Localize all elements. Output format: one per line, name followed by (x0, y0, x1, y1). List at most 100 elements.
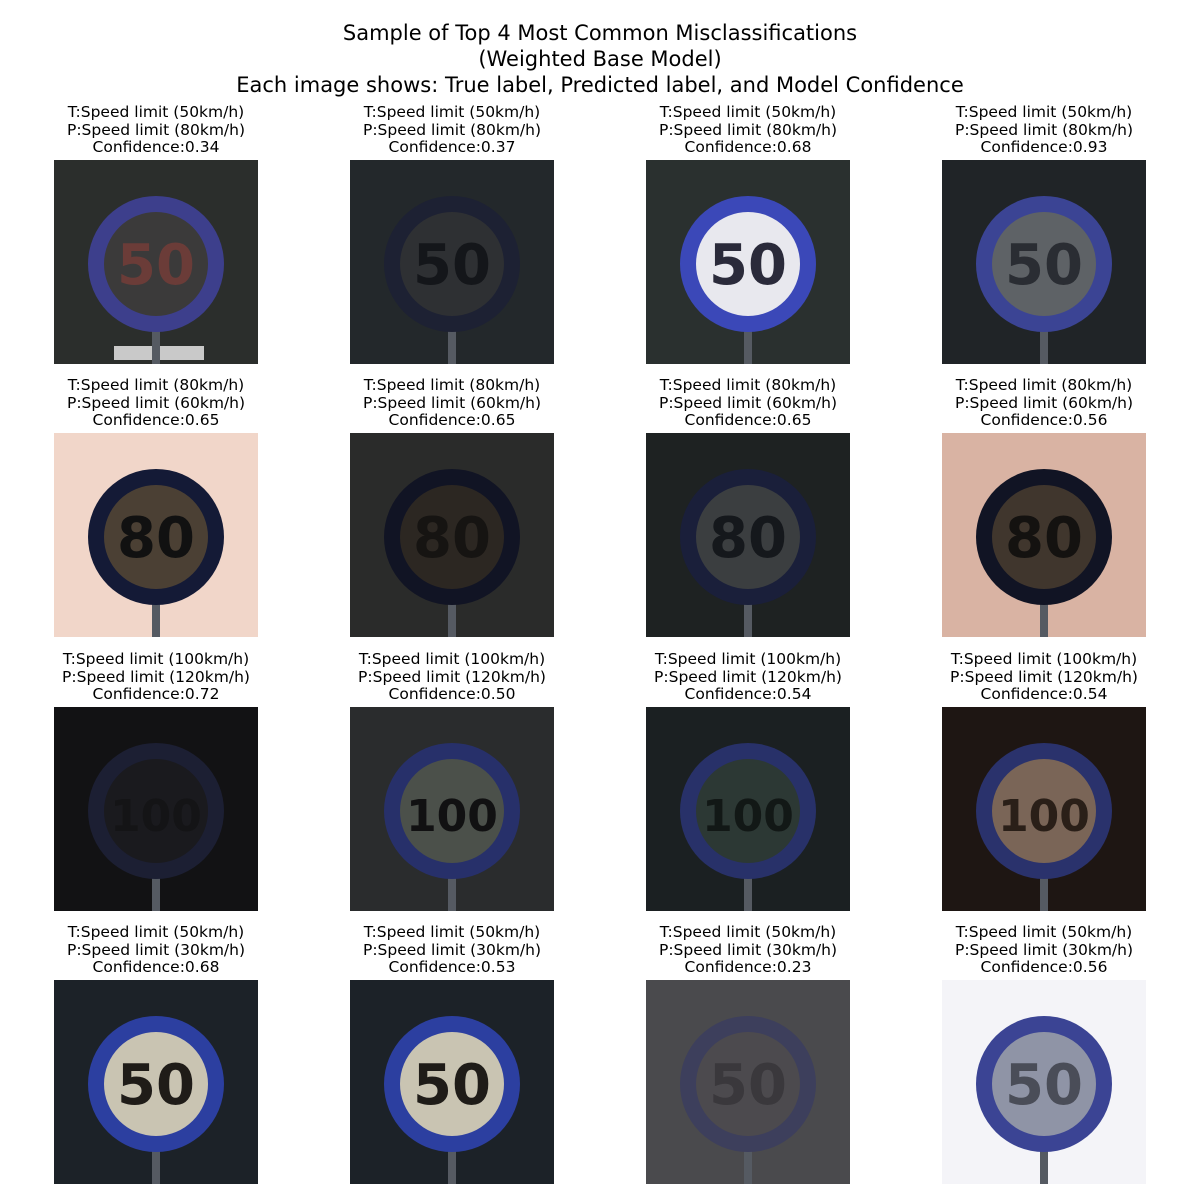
sample-cell: T:Speed limit (50km/h) P:Speed limit (80k… (600, 103, 896, 364)
sign-digits: 80 (413, 506, 491, 571)
confidence-text: Confidence:0.56 (980, 958, 1108, 976)
sign-digits: 100 (406, 791, 498, 842)
pred-label-text: P:Speed limit (30km/h) (658, 940, 838, 959)
sign-digits: 50 (709, 1053, 787, 1118)
sign-face (696, 485, 800, 589)
pred-label-text: P:Speed limit (60km/h) (66, 393, 246, 412)
sample-caption: T:Speed limit (80km/h) P:Speed limit (60k… (8, 376, 304, 433)
pred-label-text: P:Speed limit (30km/h) (954, 940, 1134, 959)
pred-label-text: P:Speed limit (80km/h) (658, 120, 838, 139)
sample-caption: T:Speed limit (50km/h) P:Speed limit (80k… (896, 103, 1192, 160)
traffic-sign-image: 80 (54, 433, 258, 637)
confidence-text: Confidence:0.54 (980, 685, 1108, 703)
pred-label-text: P:Speed limit (120km/h) (358, 667, 546, 686)
sign-face (400, 485, 504, 589)
sign-digits: 50 (413, 1053, 491, 1118)
sign-pole (152, 583, 160, 637)
pred-label-text: P:Speed limit (120km/h) (62, 667, 250, 686)
confidence-text: Confidence:0.54 (684, 685, 812, 703)
sample-caption: T:Speed limit (80km/h) P:Speed limit (60k… (600, 376, 896, 433)
sign-pole (152, 857, 160, 911)
sample-cell: T:Speed limit (50km/h) P:Speed limit (30k… (304, 923, 600, 1184)
sign-pole (448, 310, 456, 364)
sign-pole (1040, 857, 1048, 911)
sign-digits: 50 (117, 1053, 195, 1118)
sign-face (696, 212, 800, 316)
sample-cell: T:Speed limit (80km/h) P:Speed limit (60k… (896, 376, 1192, 637)
pred-label-text: P:Speed limit (30km/h) (66, 940, 246, 959)
pred-label-text: P:Speed limit (60km/h) (658, 393, 838, 412)
sign-pole (1040, 1130, 1048, 1184)
true-label-text: T:Speed limit (80km/h) (67, 376, 245, 394)
true-label-text: T:Speed limit (100km/h) (654, 650, 842, 668)
sample-caption: T:Speed limit (50km/h) P:Speed limit (30k… (600, 923, 896, 980)
confidence-text: Confidence:0.53 (388, 958, 516, 976)
true-label-text: T:Speed limit (50km/h) (659, 923, 837, 941)
traffic-sign-image: 50 (350, 980, 554, 1184)
pred-label-text: P:Speed limit (80km/h) (954, 120, 1134, 139)
sign-digits: 80 (709, 506, 787, 571)
true-label-text: T:Speed limit (100km/h) (358, 650, 546, 668)
sign-face (400, 212, 504, 316)
sign-digits: 100 (998, 791, 1090, 842)
sample-cell: T:Speed limit (100km/h) P:Speed limit (12… (8, 650, 304, 911)
pred-label-text: P:Speed limit (120km/h) (950, 667, 1138, 686)
sample-caption: T:Speed limit (50km/h) P:Speed limit (30k… (896, 923, 1192, 980)
sample-caption: T:Speed limit (100km/h) P:Speed limit (12… (896, 650, 1192, 707)
sample-caption: T:Speed limit (50km/h) P:Speed limit (80k… (304, 103, 600, 160)
sign-digits: 50 (1005, 233, 1083, 298)
traffic-sign-image: 50 (646, 160, 850, 364)
true-label-text: T:Speed limit (80km/h) (955, 376, 1133, 394)
sign-face (696, 1032, 800, 1136)
true-label-text: T:Speed limit (50km/h) (363, 923, 541, 941)
sample-cell: T:Speed limit (50km/h) P:Speed limit (30k… (8, 923, 304, 1184)
true-label-text: T:Speed limit (80km/h) (659, 376, 837, 394)
sample-caption: T:Speed limit (100km/h) P:Speed limit (12… (8, 650, 304, 707)
sample-caption: T:Speed limit (50km/h) P:Speed limit (80k… (600, 103, 896, 160)
sign-face (992, 759, 1096, 863)
sign-pole (448, 1130, 456, 1184)
figure-title: Sample of Top 4 Most Common Misclassific… (0, 20, 1200, 98)
confidence-text: Confidence:0.93 (980, 138, 1108, 156)
sign-face (104, 1032, 208, 1136)
pred-label-text: P:Speed limit (120km/h) (654, 667, 842, 686)
true-label-text: T:Speed limit (50km/h) (955, 103, 1133, 121)
true-label-text: T:Speed limit (50km/h) (659, 103, 837, 121)
sign-pole (744, 857, 752, 911)
sign-face (104, 759, 208, 863)
confidence-text: Confidence:0.72 (92, 685, 220, 703)
sample-cell: T:Speed limit (100km/h) P:Speed limit (12… (600, 650, 896, 911)
sign-face (104, 485, 208, 589)
sample-cell: T:Speed limit (80km/h) P:Speed limit (60k… (8, 376, 304, 637)
traffic-sign-image: 50 (54, 980, 258, 1184)
sign-digits: 100 (702, 791, 794, 842)
sign-face (992, 1032, 1096, 1136)
sign-face (992, 485, 1096, 589)
sample-cell: T:Speed limit (50km/h) P:Speed limit (30k… (600, 923, 896, 1184)
sign-digits: 50 (117, 233, 195, 298)
true-label-text: T:Speed limit (50km/h) (955, 923, 1133, 941)
traffic-sign-image: 100 (942, 707, 1146, 911)
sample-cell: T:Speed limit (50km/h) P:Speed limit (80k… (896, 103, 1192, 364)
sign-face (104, 212, 208, 316)
sample-cell: T:Speed limit (100km/h) P:Speed limit (12… (896, 650, 1192, 911)
confidence-text: Confidence:0.37 (388, 138, 516, 156)
sign-pole (744, 583, 752, 637)
confidence-text: Confidence:0.65 (388, 411, 516, 429)
true-label-text: T:Speed limit (50km/h) (67, 923, 245, 941)
traffic-sign-image: 50 (54, 160, 258, 364)
sign-digits: 50 (413, 233, 491, 298)
sample-cell: T:Speed limit (50km/h) P:Speed limit (80k… (8, 103, 304, 364)
sign-pole (744, 310, 752, 364)
confidence-text: Confidence:0.68 (92, 958, 220, 976)
sample-cell: T:Speed limit (100km/h) P:Speed limit (12… (304, 650, 600, 911)
confidence-text: Confidence:0.50 (388, 685, 516, 703)
traffic-sign-image: 100 (646, 707, 850, 911)
traffic-sign-image: 100 (54, 707, 258, 911)
sign-face (400, 1032, 504, 1136)
traffic-sign-image: 50 (350, 160, 554, 364)
pred-label-text: P:Speed limit (80km/h) (66, 120, 246, 139)
sign-digits: 50 (709, 233, 787, 298)
figure-title-line-2: (Weighted Base Model) (478, 47, 722, 71)
sign-pole (152, 1130, 160, 1184)
